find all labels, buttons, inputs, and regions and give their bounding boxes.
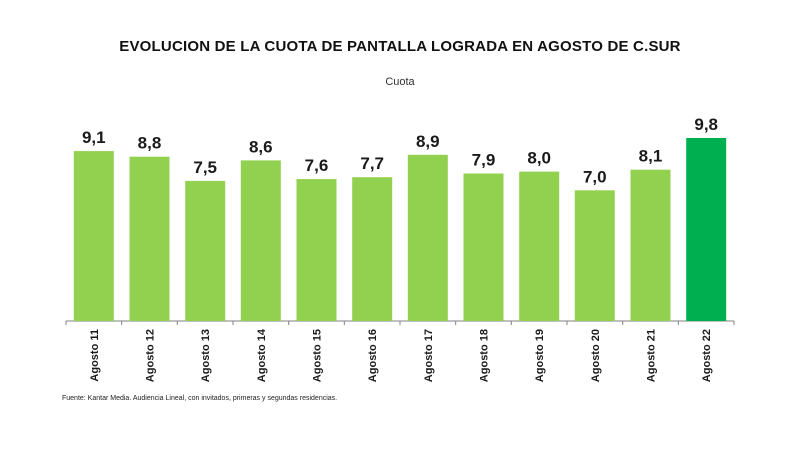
bar-agosto-17: [407, 154, 448, 321]
chart-subtitle: Cuota: [385, 76, 415, 88]
bar-agosto-19: [519, 171, 560, 321]
data-label: 7,5: [193, 158, 217, 177]
data-label: 9,1: [82, 128, 106, 147]
data-label: 8,1: [639, 147, 663, 166]
data-label: 8,6: [249, 137, 273, 156]
bar-agosto-16: [352, 177, 393, 321]
x-tick-label: Agosto 19: [534, 329, 546, 382]
bar-agosto-14: [240, 160, 281, 321]
data-label: 8,9: [416, 132, 440, 151]
data-label: 7,9: [472, 151, 496, 170]
data-label: 8,8: [138, 134, 162, 153]
data-label: 7,6: [305, 156, 329, 175]
bar-agosto-13: [185, 180, 226, 321]
chart-title: EVOLUCION DE LA CUOTA DE PANTALLA LOGRAD…: [119, 38, 681, 55]
x-tick-label: Agosto 20: [590, 329, 602, 382]
x-tick-label: Agosto 18: [479, 329, 491, 382]
data-label: 9,8: [694, 115, 718, 134]
x-tick-label: Agosto 21: [646, 329, 658, 382]
x-tick-label: Agosto 12: [145, 329, 157, 382]
bar-agosto-22: [686, 138, 727, 321]
x-tick-label: Agosto 11: [89, 329, 101, 382]
bar-agosto-21: [630, 169, 671, 321]
bar-agosto-12: [129, 156, 170, 321]
data-label: 8,0: [527, 149, 551, 168]
x-tick-label: Agosto 15: [312, 329, 324, 382]
data-label: 7,0: [583, 167, 607, 186]
x-tick-label: Agosto 16: [367, 329, 379, 382]
bar-agosto-11: [73, 151, 114, 321]
x-tick-label: Agosto 14: [256, 328, 268, 382]
x-tick-label: Agosto 22: [701, 329, 713, 382]
bar-agosto-20: [574, 190, 615, 321]
bar-agosto-18: [463, 173, 504, 321]
bar-agosto-15: [296, 179, 337, 321]
data-label: 7,7: [360, 154, 384, 173]
source-footnote: Fuente: Kantar Media. Audiencia Lineal, …: [62, 395, 338, 402]
x-tick-label: Agosto 13: [200, 329, 212, 382]
x-tick-label: Agosto 17: [423, 329, 435, 382]
